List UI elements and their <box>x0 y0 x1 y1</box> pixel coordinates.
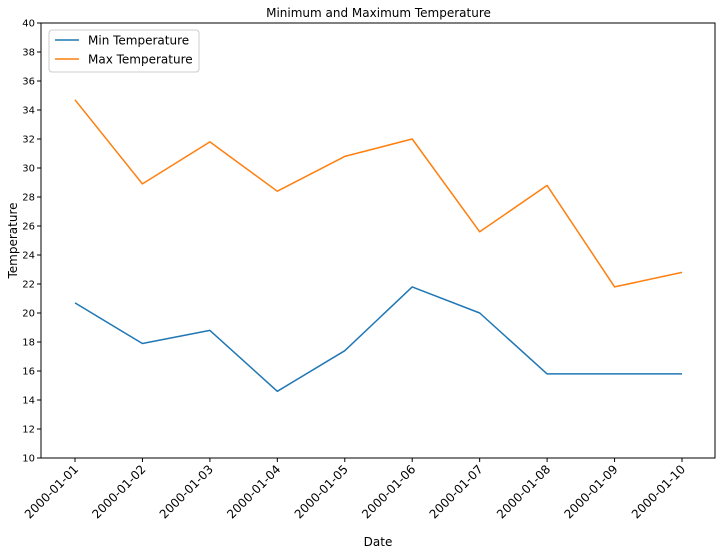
x-axis-label: Date <box>364 535 393 549</box>
x-tick-label: 2000-01-01 <box>22 462 81 521</box>
x-axis: 2000-01-01 2000-01-02 2000-01-03 2000-01-04… <box>22 458 688 521</box>
y-tick-label: 40 <box>22 19 35 30</box>
y-tick-label: 24 <box>22 251 35 262</box>
series-line-0 <box>74 286 682 393</box>
x-tick-label: 2000-01-08 <box>494 462 553 521</box>
y-tick-label: 18 <box>22 338 35 349</box>
y-tick-label: 34 <box>22 106 35 117</box>
x-tick-label: 2000-01-05 <box>292 462 351 521</box>
y-tick-label: 12 <box>22 425 35 436</box>
y-axis-label: Temperature <box>6 202 20 279</box>
x-tick-label: 2000-01-02 <box>89 462 148 521</box>
y-tick-label: 38 <box>22 48 35 59</box>
y-tick-label: 20 <box>22 309 35 320</box>
plot-frame <box>40 22 716 459</box>
series-lines <box>74 99 683 393</box>
x-tick-label: 2000-01-04 <box>224 462 283 521</box>
y-tick-label: 36 <box>22 77 35 88</box>
y-tick-label: 28 <box>22 193 35 204</box>
legend-label-1: Max Temperature <box>88 53 193 67</box>
legend-label-0: Min Temperature <box>88 34 189 48</box>
plot-area <box>40 22 716 459</box>
y-tick-label: 10 <box>22 454 35 465</box>
y-tick-label: 30 <box>22 164 35 175</box>
y-tick-label: 16 <box>22 367 35 378</box>
x-tick-label: 2000-01-10 <box>629 462 688 521</box>
y-tick-label: 14 <box>22 396 35 407</box>
legend: Min Temperature Max Temperature <box>48 29 200 73</box>
y-tick-label: 32 <box>22 135 35 146</box>
y-tick-label: 26 <box>22 222 35 233</box>
x-tick-label: 2000-01-03 <box>157 462 216 521</box>
y-axis: 10 12 14 16 18 20 22 24 26 28 30 32 34 36 38 40 <box>22 19 41 465</box>
x-tick-label: 2000-01-07 <box>427 462 486 521</box>
legend-box <box>48 29 200 73</box>
chart-title: Minimum and Maximum Temperature <box>266 6 491 20</box>
series-line-1 <box>74 99 683 288</box>
x-tick-label: 2000-01-06 <box>359 462 418 521</box>
y-tick-label: 22 <box>22 280 35 291</box>
x-tick-label: 2000-01-09 <box>561 462 620 521</box>
